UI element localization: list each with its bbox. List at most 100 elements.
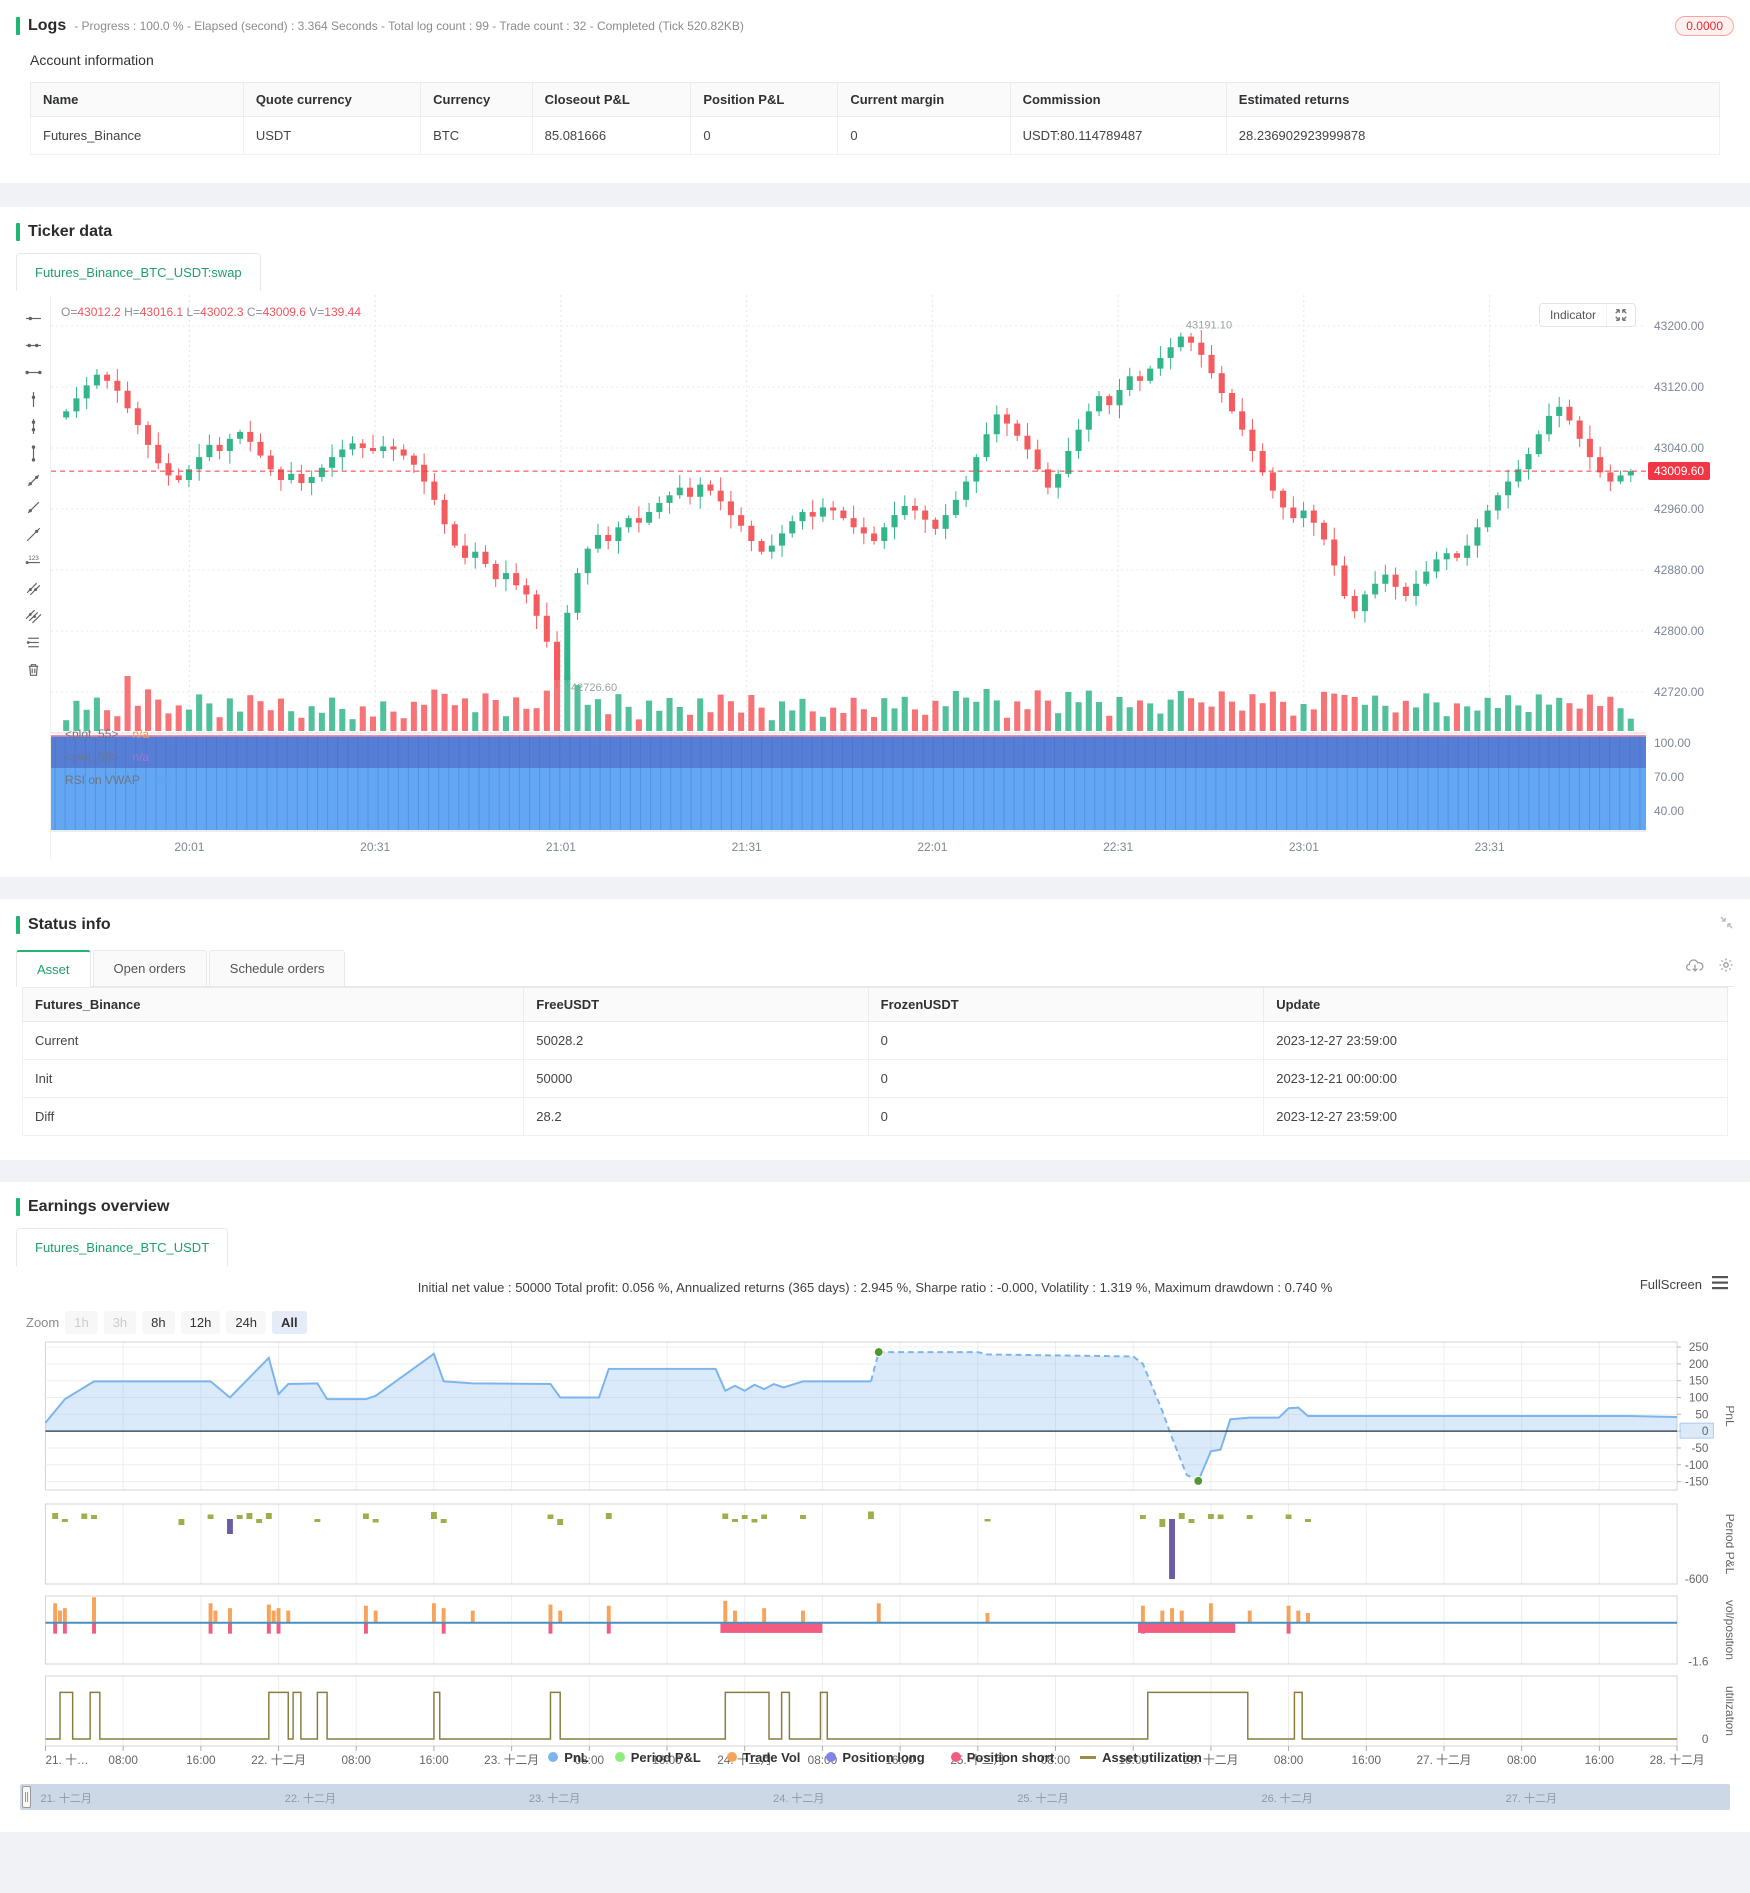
- zoom-12h-button[interactable]: 12h: [180, 1311, 221, 1334]
- column-header: Position P&L: [690, 82, 839, 117]
- earnings-plot[interactable]: 250 200 150 100 50 0 -50 -100 -150 -600 -1.6 0 PnL Pe…: [16, 1338, 1734, 1768]
- candlestick-plot[interactable]: 43191.10 - 42726.60: [51, 295, 1646, 835]
- table-cell: 28.236902923999878: [1225, 116, 1721, 155]
- svg-text:Period P&L: Period P&L: [1723, 1514, 1734, 1575]
- gear-icon[interactable]: [1718, 957, 1734, 978]
- horizontal-segment-icon[interactable]: [24, 363, 42, 381]
- account-table-header-row: Name Quote currency Currency Closeout P&L Po…: [30, 82, 1721, 117]
- ohlc-label: H=: [124, 305, 140, 319]
- download-icon[interactable]: [1685, 958, 1704, 978]
- svg-text:27. 十二月: 27. 十二月: [1417, 1753, 1472, 1767]
- svg-text:08:00: 08:00: [575, 1753, 605, 1767]
- table-cell: 0: [867, 1021, 1265, 1060]
- menu-icon[interactable]: [1712, 1276, 1728, 1293]
- column-header: Futures_Binance: [21, 987, 525, 1022]
- legend-period-p&l[interactable]: Period P&L: [614, 1750, 701, 1765]
- table-cell: 2023-12-27 23:59:00: [1263, 1021, 1728, 1060]
- svg-text:16:00: 16:00: [186, 1753, 216, 1767]
- candlestick-chart: 123 43191.10 - 42726.60 O=43012.2 H=43016…: [16, 295, 1734, 859]
- navigator-label: 23. 十二月: [528, 1793, 581, 1805]
- legend-position-long[interactable]: Position long: [826, 1750, 925, 1765]
- navigator-label: 25. 十二月: [1017, 1793, 1069, 1805]
- table-cell: 0: [867, 1059, 1265, 1098]
- levels-icon[interactable]: [24, 633, 42, 651]
- status-toolbar-icons: [1685, 957, 1734, 986]
- svg-text:- 42726.60: - 42726.60: [564, 682, 617, 694]
- legend-asset-utilization[interactable]: Asset utilization: [1080, 1750, 1202, 1765]
- price-axis[interactable]: 43200.00 43120.00 43040.00 42960.00 42880.00…: [1646, 295, 1734, 835]
- table-cell: USDT:80.114789487: [1009, 116, 1227, 155]
- navigator-label: 24. 十二月: [773, 1793, 825, 1805]
- navigator-handle[interactable]: [22, 1786, 31, 1808]
- fullscreen-expand-icon[interactable]: [1607, 304, 1635, 326]
- legend-dot: [614, 1752, 625, 1762]
- svg-text:150: 150: [1689, 1374, 1709, 1388]
- price-tick: 42880.00: [1654, 563, 1705, 578]
- legend-dot: [826, 1752, 837, 1762]
- trend-ray-icon[interactable]: [24, 498, 42, 516]
- horizontal-ray-icon[interactable]: [24, 309, 42, 327]
- time-tick: 21:31: [731, 840, 762, 854]
- collapse-icon[interactable]: [1719, 915, 1734, 935]
- price-note-icon[interactable]: 123: [24, 552, 42, 570]
- time-tick: 20:01: [174, 840, 205, 854]
- earnings-stats: Initial net value : 50000 Total profit: …: [417, 1280, 1333, 1295]
- parallel-channel-icon[interactable]: [24, 579, 42, 597]
- ohlc-label: V=: [309, 305, 325, 319]
- table-cell: 85.081666: [531, 116, 692, 155]
- legend-pnl[interactable]: PnL: [548, 1750, 589, 1765]
- svg-text:08:00: 08:00: [1507, 1753, 1537, 1767]
- ticker-title: Ticker data: [28, 223, 113, 240]
- ohlc-value: 43002.3: [200, 305, 247, 319]
- svg-text:08:00: 08:00: [342, 1753, 372, 1767]
- horizontal-points-icon[interactable]: [24, 336, 42, 354]
- svg-text:16:00: 16:00: [652, 1753, 682, 1767]
- table-row: Init 50000 0 2023-12-21 00:00:00: [21, 1059, 1728, 1098]
- vertical-segment-icon[interactable]: [24, 444, 42, 462]
- table-cell: 0: [867, 1097, 1265, 1136]
- row-link[interactable]: Current: [21, 1021, 525, 1060]
- price-tick: 42800.00: [1654, 624, 1705, 639]
- zoom-8h-button[interactable]: 8h: [142, 1311, 175, 1334]
- table-row: Current 50028.2 0 2023-12-27 23:59:00: [21, 1021, 1728, 1060]
- fullscreen-button[interactable]: FullScreen: [1639, 1277, 1702, 1292]
- indicator-button[interactable]: Indicator: [1540, 304, 1607, 326]
- legend-line: [1080, 1755, 1097, 1759]
- table-row: Futures_Binance USDT BTC 85.081666 0 0 USDT:80…: [30, 116, 1721, 155]
- column-header: Update: [1263, 987, 1728, 1022]
- trash-icon[interactable]: [24, 660, 42, 678]
- column-header: Currency: [420, 82, 533, 117]
- column-header: Quote currency: [242, 82, 422, 117]
- column-header: Current margin: [837, 82, 1011, 117]
- legend-dot: [548, 1752, 559, 1762]
- rsi-tick: 70.00: [1654, 770, 1685, 784]
- svg-text:100: 100: [1689, 1390, 1709, 1404]
- time-tick: 22:31: [1103, 840, 1134, 854]
- legend-trade-vol[interactable]: Trade Vol: [726, 1750, 800, 1765]
- ticker-tab[interactable]: Futures_Binance_BTC_USDT:swap: [16, 253, 261, 291]
- earnings-tab[interactable]: Futures_Binance_BTC_USDT: [16, 1228, 229, 1266]
- table-cell: Futures_Binance: [30, 116, 244, 155]
- legend-position-short[interactable]: Position short: [950, 1750, 1054, 1765]
- trend-line-icon[interactable]: [24, 471, 42, 489]
- pitchfork-icon[interactable]: [24, 606, 42, 624]
- svg-text:-1.6: -1.6: [1688, 1654, 1709, 1668]
- svg-text:21. 十…: 21. 十…: [45, 1753, 88, 1767]
- svg-text:-100: -100: [1685, 1458, 1709, 1472]
- range-navigator[interactable]: 21. 十二月 22. 十二月 23. 十二月 24. 十二月 25. 十二月 26. 十…: [20, 1784, 1730, 1810]
- tick-badge: 0.0000: [1675, 16, 1734, 36]
- extended-line-icon[interactable]: [24, 525, 42, 543]
- tab-asset[interactable]: Asset: [16, 950, 91, 987]
- table-cell: 2023-12-21 00:00:00: [1263, 1059, 1728, 1098]
- time-tick: 20:31: [360, 840, 391, 854]
- zoom-all-button[interactable]: All: [272, 1311, 307, 1334]
- svg-text:28. 十二月: 28. 十二月: [1650, 1753, 1705, 1767]
- svg-text:16:00: 16:00: [1585, 1753, 1615, 1767]
- time-axis: 20:01 20:31 21:01 21:31 22:01 22:31 23:01 23:31: [51, 835, 1646, 859]
- earnings-legend: PnL Period P&L Trade Vol Position long Posit…: [16, 1744, 1734, 1770]
- tab-schedule-orders[interactable]: Schedule orders: [208, 950, 346, 986]
- vertical-ray-icon[interactable]: [24, 390, 42, 408]
- vertical-points-icon[interactable]: [24, 417, 42, 435]
- tab-open-orders[interactable]: Open orders: [92, 950, 207, 986]
- zoom-24h-button[interactable]: 24h: [226, 1311, 267, 1334]
